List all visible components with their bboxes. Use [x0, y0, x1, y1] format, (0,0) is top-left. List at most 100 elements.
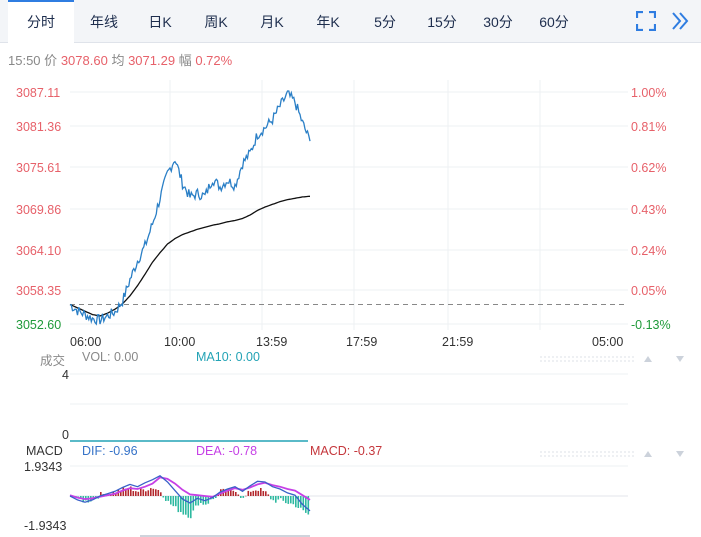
tab-30min[interactable]: 30分 — [483, 14, 513, 30]
macd-bar — [242, 496, 245, 498]
time-tick: 17:59 — [346, 335, 378, 349]
macd-dea-line — [69, 476, 311, 501]
macd-bar — [295, 496, 297, 508]
macd-bar — [132, 491, 135, 496]
macd-bar — [240, 496, 242, 498]
pct-tick: 1.00% — [631, 86, 667, 100]
macd-bar — [260, 488, 262, 496]
vol-value: VOL: 0.00 — [82, 350, 139, 364]
macd-bar — [115, 493, 117, 496]
volume-down-arrow-icon[interactable] — [676, 356, 684, 362]
macd-bar — [305, 496, 307, 513]
macd-bar — [272, 496, 275, 501]
avg-price: 3071.29 — [128, 53, 176, 68]
macd-bar — [150, 488, 152, 496]
pct-tick: 0.24% — [631, 244, 667, 258]
macd-bar — [180, 496, 182, 512]
macd-bar — [192, 496, 195, 511]
macd-dif: DIF: -0.96 — [82, 444, 138, 458]
fullscreen-icon[interactable] — [636, 11, 656, 31]
macd-bar — [227, 488, 230, 496]
tab-fenshi[interactable]: 分时 — [8, 0, 74, 43]
macd-bar — [252, 490, 255, 496]
price-line — [69, 90, 311, 326]
pct-tick: 0.62% — [631, 161, 667, 175]
change-percent: 0.72% — [195, 53, 233, 68]
macd-bar — [160, 492, 162, 496]
pct-tick: 0.81% — [631, 120, 667, 134]
volume-grid — [70, 373, 628, 405]
macd-bar — [127, 489, 130, 496]
macd-bar — [280, 496, 282, 499]
macd-down-arrow-icon[interactable] — [676, 451, 684, 457]
current-price: 3078.60 — [60, 53, 108, 68]
macd-bar — [77, 496, 80, 497]
macd-bar — [172, 496, 175, 507]
time-tick: 05:00 — [592, 335, 624, 349]
macd-bar — [275, 496, 277, 503]
macd-bar — [100, 492, 102, 496]
collapse-chevron-icon[interactable] — [670, 10, 690, 32]
tab-week-k[interactable]: 周K — [204, 14, 228, 30]
volume-tick: 4 — [62, 368, 69, 382]
macd-bar — [230, 489, 232, 496]
avg-price-line — [69, 195, 311, 317]
vol-ma10: MA10: 0.00 — [196, 350, 260, 364]
macd-bar — [190, 496, 192, 519]
volume-tick: 0 — [62, 428, 69, 442]
macd-bar — [250, 491, 252, 496]
volume-up-arrow-icon[interactable] — [644, 356, 652, 362]
macd-bar — [307, 496, 310, 515]
change-label: 幅 — [178, 53, 192, 68]
macd-tick: 1.9343 — [24, 460, 63, 474]
macd-bar — [125, 488, 127, 496]
macd-value: MACD: -0.37 — [310, 444, 383, 458]
macd-bar — [285, 496, 287, 504]
macd-bar — [232, 490, 235, 496]
tab-5min[interactable]: 5分 — [374, 14, 396, 30]
pct-tick: 0.43% — [631, 203, 667, 217]
macd-bar — [257, 490, 260, 496]
macd-bar — [122, 487, 125, 496]
macd-bar — [255, 490, 257, 496]
macd-bar — [175, 496, 177, 507]
macd-bar — [162, 496, 165, 498]
macd-tick: -1.9343 — [24, 519, 67, 533]
macd-bar — [270, 496, 272, 500]
volume-title: 成交 — [40, 354, 66, 368]
tab-year-k[interactable]: 年K — [316, 14, 340, 30]
macd-bar — [292, 496, 295, 505]
macd-up-arrow-icon[interactable] — [644, 451, 652, 457]
price-tick: 3069.86 — [16, 203, 62, 217]
macd-bar — [130, 486, 132, 496]
macd-bar — [215, 496, 217, 498]
macd-bar — [245, 495, 247, 497]
macd-bar — [142, 489, 145, 496]
main-grid — [70, 80, 628, 330]
price-tick: 3052.60 — [16, 318, 62, 332]
macd-bar — [120, 491, 122, 496]
macd-bar — [182, 496, 185, 515]
macd-bar — [137, 491, 140, 496]
tab-day-k[interactable]: 日K — [148, 14, 172, 30]
macd-bar — [195, 496, 197, 506]
macd-bar — [165, 496, 167, 501]
macd-bar — [302, 496, 305, 511]
macd-bar — [290, 496, 292, 504]
macd-bar — [155, 489, 157, 496]
price-tick: 3058.35 — [16, 284, 62, 298]
time-tick: 21:59 — [442, 335, 474, 349]
macd-bar — [225, 492, 227, 496]
tab-month-k[interactable]: 月K — [260, 14, 284, 30]
macd-bar — [197, 496, 200, 506]
macd-title: MACD — [26, 444, 63, 458]
time-tick: 13:59 — [256, 335, 288, 349]
macd-bar — [167, 496, 170, 501]
tab-60min[interactable]: 60分 — [539, 14, 569, 30]
tab-nianxian[interactable]: 年线 — [90, 14, 118, 30]
macd-bar — [187, 496, 190, 518]
price-label: 价 — [44, 53, 58, 68]
tab-15min[interactable]: 15分 — [427, 14, 457, 30]
macd-bar — [140, 488, 142, 496]
macd-bar — [145, 491, 147, 496]
